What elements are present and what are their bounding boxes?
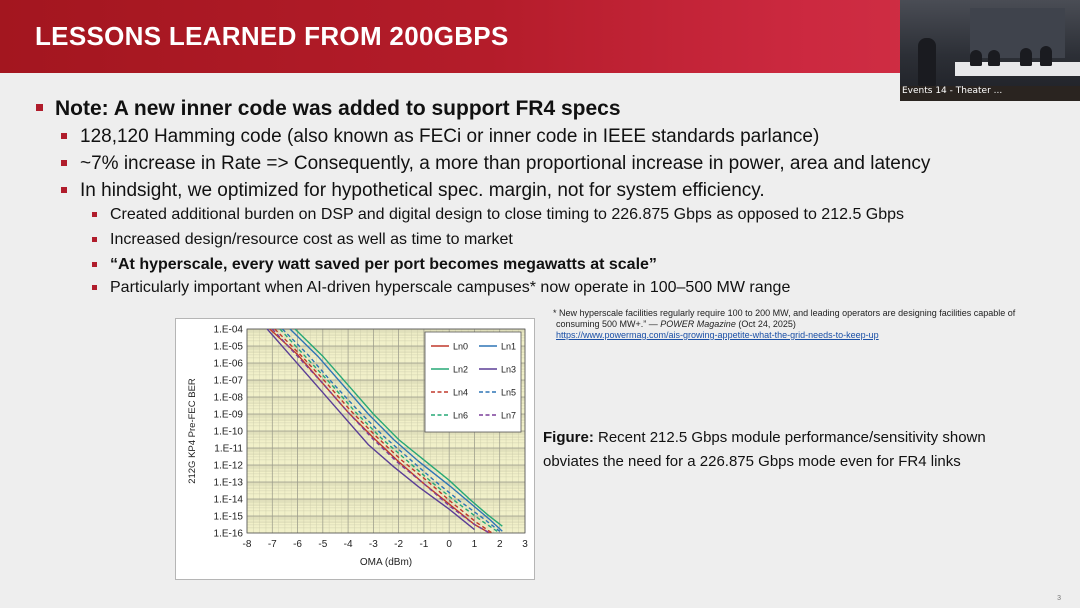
series-line-ln7 [271, 329, 490, 533]
y-tick-label: 1.E-14 [214, 495, 244, 506]
series-line-ln2 [294, 329, 503, 527]
x-axis-label: OMA (dBm) [360, 557, 412, 568]
footnote-source: POWER Magazine [660, 319, 736, 329]
legend-label: Ln7 [501, 411, 516, 421]
y-tick-label: 1.E-07 [214, 376, 244, 387]
slide-title: LESSONS LEARNED FROM 200GBPS [35, 21, 509, 51]
footnote-date: (Oct 24, 2025) [735, 319, 796, 329]
x-tick-label: -7 [268, 539, 277, 550]
video-label: Events 14 - Theater ... [902, 86, 1003, 96]
panelist-figure [970, 50, 982, 66]
panelist-figure [1040, 46, 1052, 66]
bullet-marker [36, 104, 43, 111]
bullet-marker [92, 237, 97, 242]
y-tick-label: 1.E-13 [214, 478, 244, 489]
y-tick-label: 1.E-08 [214, 393, 244, 404]
y-tick-label: 1.E-11 [214, 444, 243, 455]
y-tick-label: 1.E-15 [214, 512, 244, 523]
x-tick-label: -3 [369, 539, 378, 550]
legend-label: Ln2 [453, 365, 468, 375]
caption-text: Recent 212.5 Gbps module performance/sen… [543, 429, 986, 470]
bullet-level3: Increased design/resource cost as well a… [110, 231, 513, 248]
panelist-figure [988, 50, 1000, 66]
footnote-link[interactable]: https://www.powermag.com/ais-growing-app… [556, 330, 879, 340]
caption-label: Figure: [543, 429, 594, 446]
x-tick-label: -6 [293, 539, 302, 550]
y-tick-label: 1.E-10 [214, 427, 244, 438]
x-tick-label: -8 [243, 539, 252, 550]
bullet-level2: In hindsight, we optimized for hypotheti… [80, 180, 765, 201]
series-line-ln0 [269, 329, 490, 533]
series-line-ln3 [266, 329, 475, 531]
bullet-marker [92, 285, 97, 290]
footnote-quote-end: consuming 500 MW+.” — [556, 319, 661, 329]
x-tick-label: 1 [472, 539, 478, 550]
y-tick-label: 1.E-04 [214, 325, 244, 336]
y-tick-label: 1.E-16 [214, 529, 244, 540]
y-tick-label: 1.E-06 [214, 359, 244, 370]
footnote: * New hyperscale facilities regularly re… [553, 308, 1053, 341]
bullet-marker [61, 187, 67, 193]
bullet-marker [92, 262, 97, 267]
bullet-marker [61, 160, 67, 166]
x-tick-label: -4 [344, 539, 353, 550]
panelist-figure [1020, 48, 1032, 66]
bullet-level2: 128,120 Hamming code (also known as FECi… [80, 126, 820, 147]
ber-chart: -8 -7 -6 -5 -4 -3 -2 -1 0 1 2 3 1.E-04 1.E-05 1.E-06 1.… [175, 318, 535, 585]
x-tick-label: 3 [522, 539, 528, 550]
legend-label: Ln1 [501, 342, 516, 352]
footnote-line1: * New hyperscale facilities regularly re… [553, 308, 1016, 318]
series-line-ln1 [289, 329, 503, 532]
x-tick-label: -5 [318, 539, 327, 550]
legend-label: Ln5 [501, 388, 516, 398]
speaker-video-thumbnail[interactable] [900, 0, 1080, 101]
bullet-level3: Created additional burden on DSP and dig… [110, 206, 905, 223]
speaker-figure [918, 38, 936, 86]
bullet-marker [92, 212, 97, 217]
bullet-level1: Note: A new inner code was added to supp… [55, 97, 621, 120]
y-axis-label: 212G KP4 Pre-FEC BER [187, 378, 198, 484]
legend-label: Ln3 [501, 365, 516, 375]
x-tick-label: 2 [497, 539, 503, 550]
figure-caption: Figure: Recent 212.5 Gbps module perform… [543, 426, 1023, 474]
series-line-ln4 [274, 329, 493, 533]
bullet-level2: ~7% increase in Rate => Consequently, a … [80, 153, 931, 174]
audience-row [900, 86, 1080, 101]
x-tick-label: 0 [446, 539, 452, 550]
ber-chart-svg: -8 -7 -6 -5 -4 -3 -2 -1 0 1 2 3 1.E-04 1.E-05 1.E-06 1.… [175, 318, 535, 580]
footnote-line2: consuming 500 MW+.” — POWER Magazine (Oc… [553, 319, 1053, 330]
legend-label: Ln6 [453, 411, 468, 421]
y-tick-label: 1.E-12 [214, 461, 244, 472]
legend-label: Ln4 [453, 388, 468, 398]
y-tick-label: 1.E-09 [214, 410, 244, 421]
bullet-marker [61, 133, 67, 139]
page-number: 3 [1057, 595, 1061, 602]
legend-label: Ln0 [453, 342, 468, 352]
series-line-ln5 [281, 329, 501, 532]
bullet-level3: Particularly important when AI-driven hy… [110, 279, 791, 296]
x-tick-label: -2 [394, 539, 403, 550]
plot-border [246, 328, 526, 534]
x-tick-label: -1 [419, 539, 428, 550]
y-tick-label: 1.E-05 [214, 342, 244, 353]
bullet-level3-quote: “At hyperscale, every watt saved per por… [110, 256, 657, 273]
